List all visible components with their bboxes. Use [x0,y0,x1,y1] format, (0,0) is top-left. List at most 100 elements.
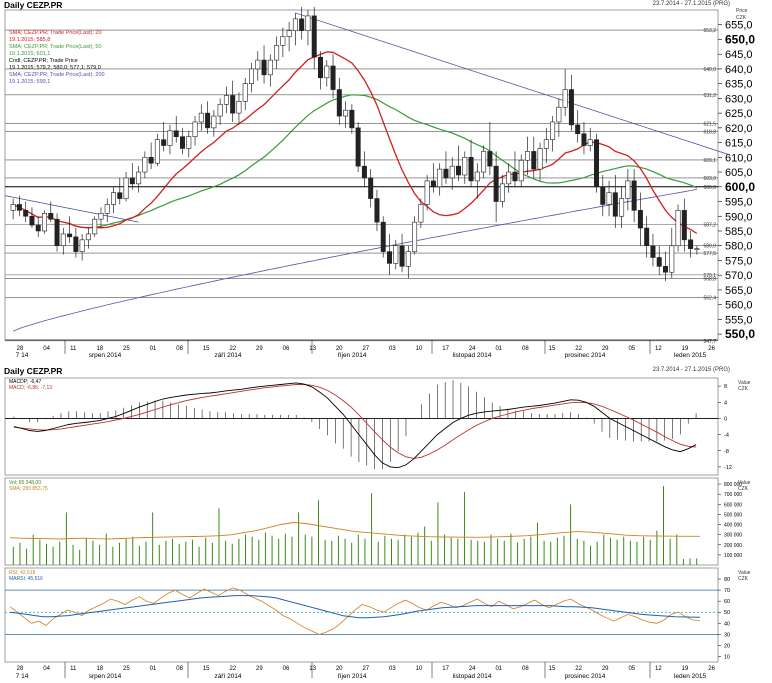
x-day-label: 08 [176,346,183,352]
level-label: 603,0 [703,176,716,182]
bottom-x-day-label: 24 [469,666,476,672]
macd-axis-label: Value [738,380,751,386]
macd-line [13,382,697,469]
legend-entry: SMA; CEZP.PR; Trade Price(Last); 200 [9,72,105,78]
y-tick-label: 640,0 [725,64,753,76]
level-label: 631,2 [703,93,716,99]
level-label: 577,5 [703,251,716,257]
candle-down [493,165,499,202]
candle-down [35,224,41,232]
legend-entry: SMA; CEZP.PR; Trade Price(Last); 50 [9,44,102,50]
candle-up [606,192,612,205]
y-tick-label: 580,0 [725,241,753,253]
y-tick-label: 630,0 [725,93,753,105]
price-axis-label: Price [736,8,748,14]
rsi-y-tick-label: 30 [724,632,730,638]
price-axis-unit: CZK [736,15,747,21]
candle-down [612,192,618,217]
candle-down [16,204,22,211]
candle-up [98,213,104,220]
price-panel-header: Daily CEZP.PR 23.7.2014 - 27.1.2015 (PRG… [0,0,772,11]
volume-axis-label: Value [738,480,751,486]
candle-down [568,89,574,126]
volume-y-tick-label: 200 000 [724,543,742,549]
price-plot-frame [4,9,719,341]
candle-up [192,121,198,137]
candle-down [48,213,54,220]
candle-down [575,124,581,135]
candle-down [330,65,336,90]
level-label: 609,1 [703,158,716,164]
x-day-label: 06 [283,346,290,352]
level-label: 618,8 [703,129,716,135]
candle-down [317,56,323,79]
x-day-label: 13 [309,346,316,352]
bottom-x-day-label: 15 [203,666,210,672]
x-day-label: 22 [229,346,236,352]
x-month-label: leden 2015 [674,352,707,359]
bottom-x-day-label: 15 [549,666,556,672]
legend-entry: 19.1.2015; 579,2; 580,0; 577,1; 579,0 [9,65,101,71]
candle-up [211,115,217,129]
rsi-axis-unit: CZK [738,576,749,582]
candle-up [10,204,16,211]
bottom-x-day-label: 17 [442,666,449,672]
candle-up [449,165,455,179]
candle-up [462,157,468,176]
candle-up [79,239,85,252]
candle-down [205,112,211,129]
volume-y-tick-label: 400 000 [724,523,742,529]
level-label: 570,1 [703,273,716,279]
candle-up [418,204,424,223]
x-day-label: 19 [682,346,689,352]
bottom-x-day-label: 29 [256,666,263,672]
candle-up [267,59,273,76]
macd-y-tick-label: -12 [724,465,732,471]
candle-down [399,245,405,267]
y-tick-label: 655,0 [725,20,753,32]
y-tick-label: 610,0 [725,152,753,164]
bottom-x-day-label: 13 [309,666,316,672]
bottom-x-day-label: 05 [628,666,635,672]
y-tick-label: 615,0 [725,138,753,150]
macd-legend-entry: MACD; -6,86; -7,13 [9,385,52,391]
candle-down [117,192,123,199]
x-day-label: 20 [336,346,343,352]
candle-down [593,139,599,188]
x-day-label: 01 [150,346,157,352]
y-tick-label: 560,0 [725,300,753,312]
bottom-x-day-label: 28 [17,666,24,672]
bottom-x-month-label: říjen 2014 [338,673,367,680]
candle-up [136,171,142,185]
candle-up [255,59,261,70]
candle-down [644,227,650,247]
y-tick-label: 585,0 [725,226,753,238]
bottom-x-day-label: 01 [495,666,502,672]
candle-up [198,112,204,123]
y-tick-label: 550,0 [725,327,755,341]
macd-plot-frame [4,377,719,476]
candle-up [343,109,349,117]
volume-legend-entry: SMA; 283 853,75 [9,486,48,492]
bottom-x-month-label: září 2014 [214,673,241,680]
candle-up [694,248,700,250]
y-tick-label: 625,0 [725,108,753,120]
candle-down [336,89,342,117]
candle-up [223,95,229,105]
candle-up [424,180,430,205]
candle-up [675,210,681,247]
x-day-label: 22 [575,346,582,352]
candle-up [236,101,242,114]
candle-up [550,121,556,140]
candle-up [619,198,625,217]
y-tick-label: 595,0 [725,197,753,209]
candle-up [537,148,543,170]
bottom-x-day-label: 22 [575,666,582,672]
bottom-x-day-label: 22 [229,666,236,672]
legend-entry: 19.1.2015; 585,8 [9,37,50,43]
candle-down [455,165,461,176]
candle-down [261,59,267,76]
level-label: 568,8 [703,277,716,283]
candle-up [405,251,411,267]
macd-y-tick-label: 8 [724,384,727,390]
